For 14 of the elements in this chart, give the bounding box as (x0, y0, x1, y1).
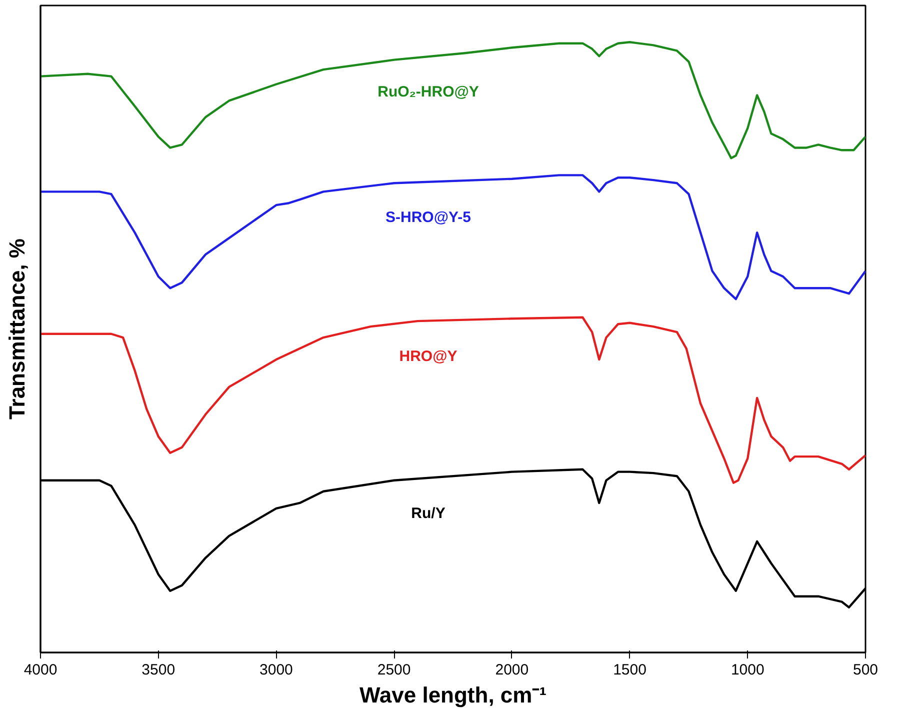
series-label: S-HRO@Y-5 (386, 208, 471, 226)
series-label: RuO₂-HRO@Y (378, 84, 479, 101)
x-tick-label: 3000 (260, 662, 293, 678)
x-tick-label: 1500 (613, 662, 646, 678)
series-label: Ru/Y (411, 504, 446, 522)
series-label: HRO@Y (399, 348, 458, 365)
y-axis-title: Transmittance, % (4, 238, 30, 420)
x-tick-label: 3500 (142, 662, 176, 678)
x-tick-label: 4000 (24, 662, 58, 678)
x-axis-title: Wave length, cm⁻¹ (359, 682, 547, 708)
x-tick-label: 500 (852, 662, 878, 678)
x-tick-label: 2000 (495, 662, 529, 678)
x-tick-label: 1000 (730, 662, 764, 678)
x-tick-label: 2500 (377, 662, 411, 678)
